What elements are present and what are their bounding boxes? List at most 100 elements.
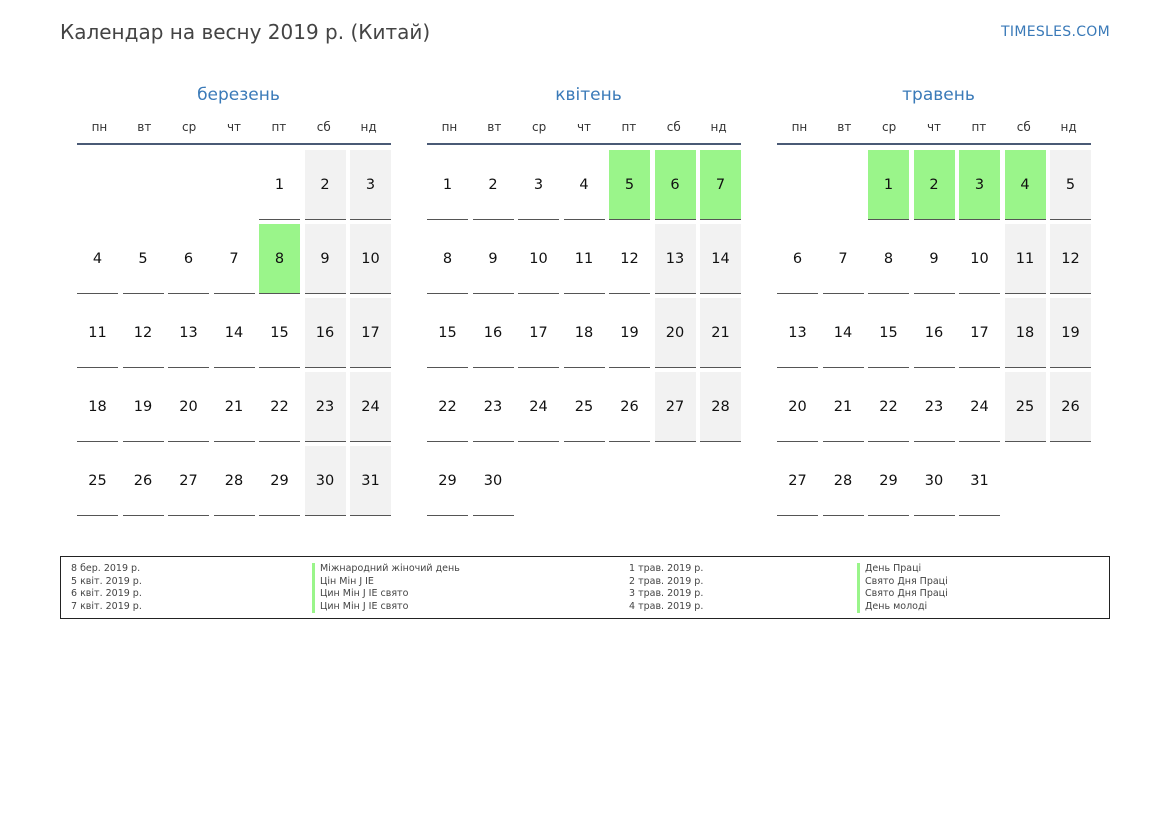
legend-date: 1 трав. 2019 р.: [629, 563, 704, 574]
legend-names-left: Міжнародний жіночий день Цін Мін Ј ІЕ Цин …: [312, 563, 460, 613]
day-cell: 3: [350, 150, 391, 220]
month-name: травень: [902, 85, 975, 105]
day-cell: 4: [77, 224, 118, 294]
month-march: березень пн вт ср чт пт сб нд 1 2 3 4 5 6 7 8 9 10 11 12 1…: [77, 82, 397, 516]
day-cell: 29: [427, 446, 468, 516]
weekday-label: пт: [621, 120, 637, 134]
day-cell: 16: [472, 298, 514, 368]
weekday-label: чт: [926, 120, 942, 134]
legend-holiday-name: Свято Дня Праці: [857, 588, 948, 601]
day-cell-holiday: 5: [609, 150, 650, 220]
day-cell: 17: [959, 298, 1000, 368]
day-cell: 28: [700, 372, 741, 442]
day-cell: 14: [213, 298, 255, 368]
day-cell: 30: [304, 446, 346, 516]
legend-holiday-name: День молоді: [857, 600, 948, 613]
day-cell: 29: [259, 446, 300, 516]
day-cell: 9: [304, 224, 346, 294]
day-cell: 19: [1050, 298, 1091, 368]
month-name: квітень: [555, 85, 622, 105]
empty-cell: [777, 150, 818, 219]
legend-holiday-name: Цін Мін Ј ІЕ: [312, 575, 460, 588]
day-cell: 31: [350, 446, 391, 516]
weekday-label: нд: [1060, 120, 1077, 134]
day-cell: 30: [913, 446, 955, 516]
day-cell: 16: [913, 298, 955, 368]
day-cell: 10: [518, 224, 559, 294]
day-cell: 4: [563, 150, 605, 220]
month-may: травень пн вт ср чт пт сб нд 1 2 3 4 5 6 7 8 9 10 11 12 13…: [777, 82, 1097, 516]
day-cell: 24: [518, 372, 559, 442]
weekday-label: пт: [271, 120, 287, 134]
empty-cell: [123, 150, 164, 219]
day-cell: 10: [350, 224, 391, 294]
legend-names-right: День Праці Свято Дня Праці Свято Дня Праці…: [857, 563, 948, 613]
day-cell: 25: [563, 372, 605, 442]
weekday-label: вт: [137, 120, 152, 134]
holiday-legend: 8 бер. 2019 р. 5 квіт. 2019 р. 6 квіт. 201…: [60, 556, 1110, 619]
day-cell: 26: [122, 446, 164, 516]
day-cell: 24: [959, 372, 1000, 442]
weekday-label: ср: [182, 120, 197, 134]
day-cell: 11: [77, 298, 118, 368]
weekday-label: нд: [710, 120, 727, 134]
day-cell-holiday: 3: [959, 150, 1000, 220]
weekday-header: пн вт ср чт пт сб нд: [77, 113, 391, 145]
day-cell: 23: [304, 372, 346, 442]
day-cell: 28: [822, 446, 864, 516]
legend-holiday-name: Свято Дня Праці: [857, 575, 948, 588]
day-cell: 1: [427, 150, 468, 220]
day-cell: 18: [563, 298, 605, 368]
weekday-label: пн: [441, 120, 458, 134]
day-cell: 3: [518, 150, 559, 220]
day-cell: 21: [213, 372, 255, 442]
weekday-label: сб: [666, 120, 681, 134]
day-cell: 14: [700, 224, 741, 294]
day-cell: 25: [1004, 372, 1046, 442]
day-cell: 21: [822, 372, 864, 442]
day-cell-holiday: 4: [1004, 150, 1046, 220]
day-cell: 16: [304, 298, 346, 368]
day-cell: 17: [518, 298, 559, 368]
day-cell: 19: [122, 372, 164, 442]
day-cell: 20: [654, 298, 696, 368]
day-cell: 25: [77, 446, 118, 516]
day-cell: 5: [1050, 150, 1091, 220]
weekday-label: пт: [971, 120, 987, 134]
day-grid: 1 2 3 4 5 6 7 8 9 10 11 12 13 14 15 16 17 18 19 20 21 22 23 24 2…: [777, 150, 1091, 516]
legend-date: 4 трав. 2019 р.: [629, 600, 704, 612]
site-link[interactable]: TIMESLES.COM: [1001, 24, 1110, 40]
weekday-label: вт: [487, 120, 502, 134]
day-cell: 9: [913, 224, 955, 294]
empty-cell: [168, 150, 209, 219]
weekday-label: ср: [532, 120, 547, 134]
legend-date: 2 трав. 2019 р.: [629, 575, 704, 587]
day-cell: 13: [654, 224, 696, 294]
day-cell: 27: [168, 446, 209, 516]
legend-dates-left: 8 бер. 2019 р. 5 квіт. 2019 р. 6 квіт. 201…: [71, 563, 142, 613]
empty-cell: [214, 150, 255, 219]
legend-holiday-name: Цин Мін Ј ІЕ свято: [312, 588, 460, 601]
legend-holiday-name: Цин Мін Ј ІЕ свято: [312, 600, 460, 613]
day-cell: 6: [777, 224, 818, 294]
day-cell: 18: [1004, 298, 1046, 368]
day-cell: 13: [777, 298, 818, 368]
day-cell: 6: [168, 224, 209, 294]
day-cell: 21: [700, 298, 741, 368]
weekday-label: сб: [1016, 120, 1031, 134]
day-cell: 22: [868, 372, 909, 442]
day-cell: 8: [427, 224, 468, 294]
weekday-label: чт: [226, 120, 242, 134]
day-cell: 17: [350, 298, 391, 368]
day-cell: 15: [259, 298, 300, 368]
day-cell-holiday: 7: [700, 150, 741, 220]
day-cell: 7: [822, 224, 864, 294]
weekday-label: сб: [316, 120, 331, 134]
day-cell-holiday: 6: [654, 150, 696, 220]
weekday-label: пн: [91, 120, 108, 134]
weekday-label: пн: [791, 120, 808, 134]
empty-cell: [77, 150, 118, 219]
day-grid: 1 2 3 4 5 6 7 8 9 10 11 12 13 14 15 16 17 18 19 20 21 22 23 24 2…: [77, 150, 391, 516]
empty-cell: [823, 150, 864, 219]
day-cell: 27: [654, 372, 696, 442]
